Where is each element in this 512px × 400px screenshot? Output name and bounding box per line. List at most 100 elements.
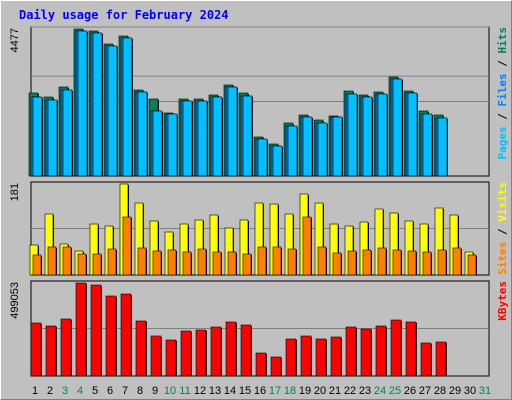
bar-sites-day-22	[347, 250, 357, 276]
bar-pages-day-17	[272, 145, 283, 177]
x-tick-label-day-15: 15	[239, 385, 251, 397]
y-axis-max-labels: 4477 181 499053	[9, 28, 21, 319]
x-tick-label-day-20: 20	[314, 385, 326, 397]
x-tick-label-day-9: 9	[152, 385, 158, 397]
bar-pages-day-6	[107, 45, 118, 177]
legend-top: Pages / Files / Hits	[496, 27, 509, 160]
bar-kbytes-day-21	[330, 336, 342, 377]
x-tick-label-day-7: 7	[122, 385, 128, 397]
bar-kbytes-day-27	[420, 342, 432, 377]
bar-pages-day-27	[422, 113, 433, 177]
x-tick-label-day-12: 12	[194, 385, 206, 397]
bar-kbytes-day-26	[405, 321, 417, 377]
bar-pages-day-24	[377, 93, 388, 177]
x-tick-label-day-6: 6	[107, 385, 113, 397]
bar-sites-day-25	[392, 249, 402, 276]
x-tick-label-day-25: 25	[389, 385, 401, 397]
bar-kbytes-day-12	[195, 329, 207, 377]
x-tick-label-day-16: 16	[254, 385, 266, 397]
x-tick-label-day-31: 31	[479, 385, 491, 397]
bar-pages-day-9	[152, 110, 163, 177]
bar-sites-day-21	[332, 252, 342, 276]
chart-marks	[28, 28, 489, 377]
bar-pages-day-13	[212, 96, 223, 177]
x-tick-label-day-30: 30	[464, 385, 476, 397]
bar-pages-day-11	[182, 100, 193, 177]
bar-sites-day-16	[257, 246, 267, 276]
bar-pages-day-1	[32, 96, 43, 177]
bar-pages-day-12	[197, 100, 208, 177]
bar-sites-day-14	[227, 251, 237, 276]
x-tick-label-day-10: 10	[164, 385, 176, 397]
bar-kbytes-day-11	[180, 330, 192, 377]
bar-pages-day-25	[392, 78, 403, 177]
y-max-label-kbytes: 499053	[9, 282, 21, 319]
bar-sites-day-28	[437, 249, 447, 276]
bar-kbytes-day-10	[165, 339, 177, 377]
bar-pages-day-2	[47, 99, 58, 177]
y-max-label-visits-sites: 181	[9, 183, 21, 201]
bar-kbytes-day-1	[30, 322, 42, 377]
bar-kbytes-day-8	[135, 320, 147, 377]
legends: Pages / Files / Hits Sites / Visits KBytes	[496, 27, 509, 321]
x-tick-label-day-21: 21	[329, 385, 341, 397]
bar-sites-day-26	[407, 250, 417, 276]
x-tick-label-day-8: 8	[137, 385, 143, 397]
bar-sites-day-1	[32, 254, 42, 276]
bar-sites-day-29	[452, 247, 462, 276]
x-tick-label-day-5: 5	[92, 385, 98, 397]
x-tick-label-day-3: 3	[62, 385, 68, 397]
x-tick-label-day-11: 11	[179, 385, 190, 397]
bar-pages-day-14	[227, 86, 238, 177]
bar-kbytes-day-7	[120, 293, 132, 377]
bar-pages-day-22	[347, 93, 358, 177]
bar-sites-day-12	[197, 248, 207, 276]
bar-kbytes-day-6	[105, 295, 117, 377]
bar-sites-day-19	[302, 216, 312, 276]
bar-pages-day-7	[122, 37, 133, 177]
bar-sites-day-7	[122, 216, 132, 276]
bar-kbytes-day-17	[270, 356, 282, 377]
bar-pages-day-15	[242, 95, 253, 177]
bar-sites-day-11	[182, 251, 192, 276]
x-axis-ticks: 1 2 3 4 5 6 7 8 9 10 11 12 13 14 15 16 17 18 19 20 21 22 23 24 2…	[32, 385, 491, 397]
bar-kbytes-day-28	[435, 341, 447, 377]
bar-pages-day-18	[287, 125, 298, 177]
bar-kbytes-day-9	[150, 335, 162, 377]
bar-pages-day-4	[77, 30, 88, 177]
bar-pages-day-21	[332, 116, 343, 177]
bar-kbytes-day-2	[45, 325, 57, 377]
bar-kbytes-day-19	[300, 335, 312, 377]
bar-pages-day-10	[167, 113, 178, 177]
bar-pages-day-16	[257, 138, 268, 177]
x-tick-label-day-2: 2	[47, 385, 53, 397]
bar-pages-day-23	[362, 96, 373, 177]
bar-sites-day-27	[422, 251, 432, 276]
bar-kbytes-day-24	[375, 325, 387, 377]
bar-kbytes-day-25	[390, 319, 402, 377]
bar-pages-day-8	[137, 91, 148, 177]
x-tick-label-day-1: 1	[32, 385, 38, 397]
x-tick-label-day-13: 13	[209, 385, 221, 397]
x-tick-label-day-24: 24	[374, 385, 386, 397]
bar-kbytes-day-23	[360, 328, 372, 377]
y-max-label-hits-files-pages: 4477	[9, 28, 21, 52]
bar-kbytes-day-16	[255, 352, 267, 377]
bar-kbytes-day-3	[60, 318, 72, 377]
bar-sites-day-30	[467, 254, 477, 276]
bar-sites-day-3	[62, 246, 72, 276]
bar-sites-day-6	[107, 248, 117, 276]
bar-sites-day-9	[152, 250, 162, 276]
bar-sites-day-10	[167, 249, 177, 276]
x-tick-label-day-22: 22	[344, 385, 356, 397]
legend-middle: Sites / Visits	[496, 182, 509, 275]
x-tick-label-day-4: 4	[77, 385, 83, 397]
bar-sites-day-18	[287, 248, 297, 276]
bar-pages-day-19	[302, 116, 313, 177]
bar-kbytes-day-14	[225, 321, 237, 377]
bar-kbytes-day-15	[240, 324, 252, 377]
bar-sites-day-2	[47, 246, 57, 276]
bar-sites-day-20	[317, 246, 327, 276]
bar-pages-day-28	[437, 117, 448, 177]
